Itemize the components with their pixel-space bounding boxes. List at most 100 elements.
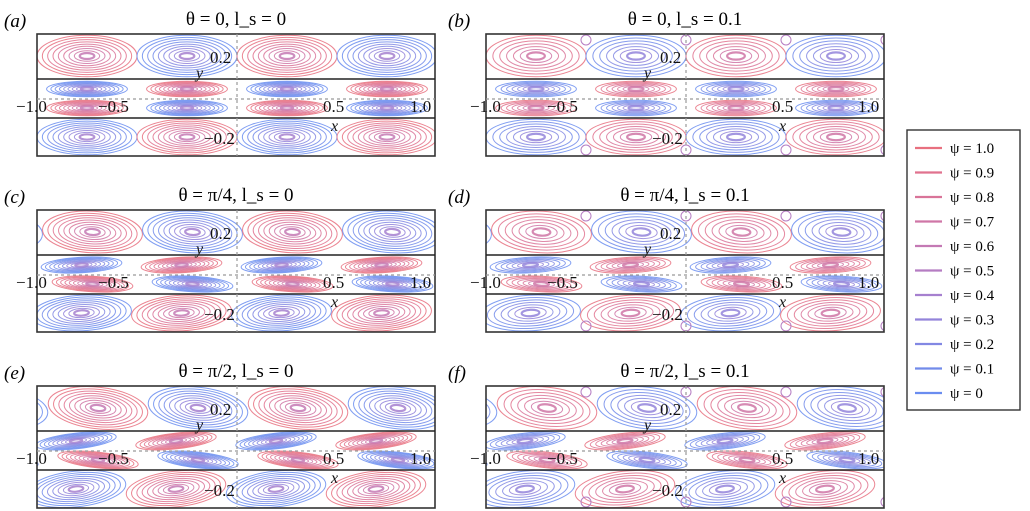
contour-ring xyxy=(620,308,641,318)
contour-ring xyxy=(589,432,661,450)
contour-ring xyxy=(611,102,661,114)
contour-ring xyxy=(251,275,334,293)
contour-ring xyxy=(58,217,127,247)
contour-ring xyxy=(522,279,561,289)
contour-ring xyxy=(511,83,561,95)
contour-ring xyxy=(367,84,407,94)
contour-ring xyxy=(44,257,119,273)
contour-ring xyxy=(486,134,487,140)
contour-ring xyxy=(880,496,884,508)
contour-ring xyxy=(817,394,877,422)
contour-ring xyxy=(592,121,680,153)
contour-ring xyxy=(606,101,666,115)
contour-ring xyxy=(381,281,404,287)
contour-ring xyxy=(270,453,326,467)
contour-ring xyxy=(170,262,193,268)
contour-ring xyxy=(0,83,19,95)
contour-ring xyxy=(163,219,222,245)
contour-ring xyxy=(368,278,417,290)
contour-ring xyxy=(171,85,203,93)
contour-ring xyxy=(614,306,647,320)
contour-ring xyxy=(708,482,742,496)
contour-ring xyxy=(606,43,666,69)
contour-ring xyxy=(606,125,666,149)
x-tick-label: −1.0 xyxy=(470,449,501,468)
contour-ring xyxy=(595,99,677,117)
contour-ring xyxy=(46,477,106,501)
x-tick-label: 1.0 xyxy=(858,273,879,292)
contour-ring xyxy=(600,275,683,293)
legend: ψ = 1.0 ψ = 0.9 ψ = 0.8 ψ = 0.7 ψ = 0.6 ψ = 0… xyxy=(906,129,1021,411)
contour-ring xyxy=(241,36,333,76)
contour-ring xyxy=(379,86,395,92)
contour-ring xyxy=(341,36,433,76)
contour-ring xyxy=(0,216,27,248)
contour-ring xyxy=(235,431,317,451)
contour-ring xyxy=(527,105,545,111)
contour-ring xyxy=(808,482,842,496)
contour-ring xyxy=(581,472,669,506)
contour-ring xyxy=(347,300,416,326)
contour-ring xyxy=(331,294,432,332)
contour-ring xyxy=(166,261,197,269)
contour-ring xyxy=(495,80,577,98)
contour-ring xyxy=(361,451,435,469)
contour-ring xyxy=(87,456,109,464)
contour-ring xyxy=(517,452,577,468)
contour-ring xyxy=(506,276,577,292)
contour-ring xyxy=(838,456,856,464)
contour-ring xyxy=(67,485,85,493)
contour-ring xyxy=(816,437,834,445)
contour-ring xyxy=(486,294,581,332)
contour-ring xyxy=(157,259,206,271)
contour-ring xyxy=(41,298,122,328)
x-axis-label: x xyxy=(330,470,338,487)
contour-ring xyxy=(357,481,395,497)
contour-ring xyxy=(366,261,397,269)
contour-ring xyxy=(261,451,335,469)
contour-ring xyxy=(174,454,222,466)
contour-ring xyxy=(806,276,877,292)
contour-ring xyxy=(173,131,201,143)
y-tick-label: −0.2 xyxy=(204,305,235,324)
contour-ring xyxy=(68,307,95,319)
contour-ring xyxy=(0,258,9,272)
contour-ring xyxy=(357,304,406,322)
panel-label: (c) xyxy=(4,187,25,208)
contour-ring xyxy=(424,396,471,420)
plot-frame xyxy=(36,209,436,333)
contour-ring xyxy=(0,297,22,329)
contour-ring xyxy=(795,477,855,501)
contour-ring xyxy=(0,401,11,414)
contour-ring xyxy=(880,34,884,46)
contour-ring xyxy=(624,397,670,419)
contour-ring xyxy=(0,457,9,464)
contour-ring xyxy=(611,277,672,291)
contour-ring xyxy=(253,388,343,428)
contour-ring xyxy=(263,83,311,95)
x-tick-label: 0.5 xyxy=(772,273,793,292)
panel-c: (c) θ = π/4, l_s = 0 −1.0 −0.5 0.5 1.0 0… xyxy=(0,185,436,333)
panel-d: (d) θ = π/4, l_s = 0.1 −1.0 −0.5 0.5 1.0… xyxy=(448,185,885,333)
contour-ring xyxy=(0,301,11,325)
contour-ring xyxy=(141,36,233,76)
contour-ring xyxy=(261,260,302,270)
panel-b: (b) θ = 0, l_s = 0.1 −1.0 −0.5 0.5 1.0 0… xyxy=(448,9,885,157)
x-tick-label: 1.0 xyxy=(858,449,879,468)
contour-ring xyxy=(719,48,753,64)
contour-ring xyxy=(830,400,864,416)
contour-ring xyxy=(187,456,209,464)
contour-ring xyxy=(738,456,756,464)
contour-ring xyxy=(0,292,32,333)
contour-ring xyxy=(0,476,6,503)
x-axis-label: x xyxy=(778,294,786,311)
contour-ring xyxy=(184,227,201,237)
contour-ring xyxy=(815,484,835,494)
contour-ring xyxy=(37,386,49,430)
contour-ring xyxy=(0,257,14,273)
contour-ring xyxy=(268,278,317,290)
contour-ring xyxy=(355,276,430,292)
contour-ring xyxy=(240,256,323,274)
contour-ring xyxy=(711,277,772,291)
contour-ring xyxy=(695,80,777,98)
